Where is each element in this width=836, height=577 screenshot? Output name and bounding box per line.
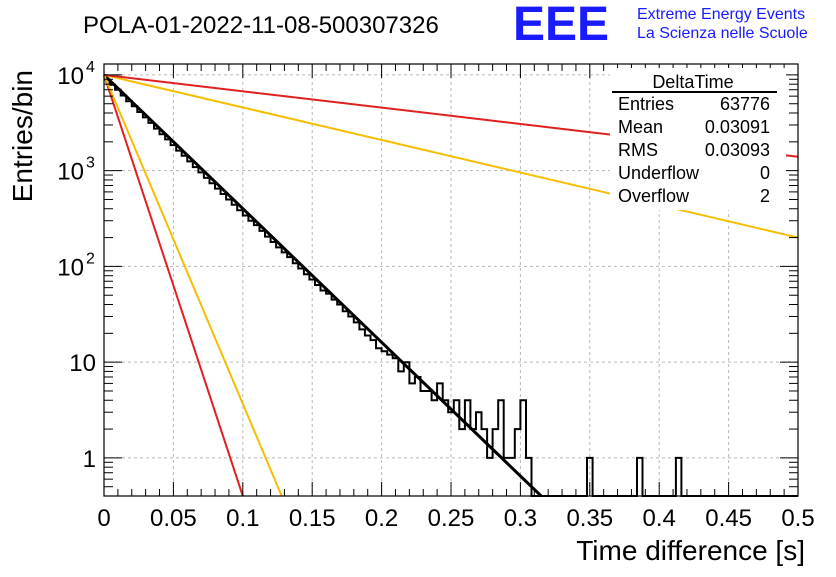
x-tick-label: 0.5 — [781, 505, 814, 532]
x-tick-label: 0.45 — [705, 505, 752, 532]
y-tick-exponent: 2 — [86, 250, 95, 267]
stats-value-entries: 63776 — [720, 94, 770, 114]
y-tick-label: 1 — [83, 446, 96, 473]
x-tick-label: 0.15 — [289, 505, 336, 532]
fit-line-3 — [103, 73, 799, 239]
x-axis-label: Time difference [s] — [576, 535, 805, 566]
logo-mark: EEE — [513, 0, 609, 51]
y-tick-label: 10 — [57, 159, 84, 186]
stats-value-underflow: 0 — [760, 163, 770, 183]
stats-value-mean: 0.03091 — [705, 117, 770, 137]
stats-label-underflow: Underflow — [618, 163, 700, 183]
fit-line-1 — [103, 74, 244, 497]
x-tick-label: 0.25 — [428, 505, 475, 532]
chart-title: POLA-01-2022-11-08-500307326 — [83, 12, 439, 39]
x-tick-label: 0.4 — [643, 505, 676, 532]
y-tick-label: 10 — [57, 63, 84, 90]
logo-line-1: Extreme Energy Events — [637, 6, 805, 23]
fit-line-0 — [102, 73, 543, 498]
y-tick-exponent: 4 — [86, 59, 95, 76]
stats-title: DeltaTime — [652, 72, 733, 92]
logo-line-2: La Scienza nelle Scuole — [637, 25, 808, 42]
x-tick-labels: 0 0.05 0.1 0.15 0.2 0.25 0.3 0.35 0.4 0.45 0.5 — [97, 505, 814, 532]
y-tick-exponent: 3 — [86, 155, 95, 172]
stats-label-entries: Entries — [618, 94, 674, 114]
x-tick-label: 0.05 — [150, 505, 197, 532]
x-tick-label: 0.1 — [226, 505, 259, 532]
stats-label-mean: Mean — [618, 117, 663, 137]
stats-label-overflow: Overflow — [618, 186, 690, 206]
x-tick-label: 0.35 — [566, 505, 613, 532]
stats-box: DeltaTime Entries 63776 Mean 0.03091 RMS… — [610, 68, 786, 210]
y-tick-label: 10 — [69, 350, 96, 377]
x-tick-label: 0.2 — [365, 505, 398, 532]
fit-line-2 — [103, 74, 283, 497]
y-axis-label: Entries/bin — [7, 70, 38, 202]
stats-label-rms: RMS — [618, 140, 658, 160]
x-tick-label: 0.3 — [504, 505, 537, 532]
stats-value-rms: 0.03093 — [705, 140, 770, 160]
stats-value-overflow: 2 — [760, 186, 770, 206]
x-tick-label: 0 — [97, 505, 110, 532]
y-tick-label: 10 — [57, 254, 84, 281]
eee-logo: EEE Extreme Energy Events La Scienza nel… — [513, 0, 808, 51]
axis-ticks — [103, 64, 799, 497]
